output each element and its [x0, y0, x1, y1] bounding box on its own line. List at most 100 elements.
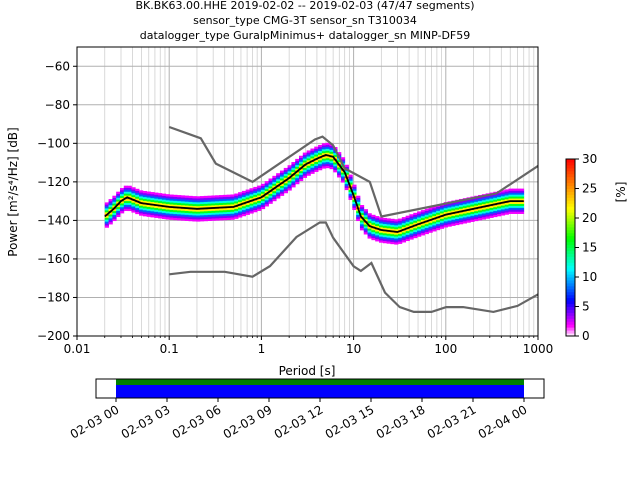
noise-model-low — [169, 221, 538, 314]
heatmap-cell — [359, 226, 365, 229]
heatmap-cell — [211, 199, 216, 202]
psd-heatmap — [104, 142, 525, 245]
heatmap-cell — [519, 202, 525, 205]
heatmap-cell — [260, 193, 266, 196]
heatmap-cell — [127, 195, 132, 198]
heatmap-cell — [104, 225, 109, 228]
heatmap-cell — [245, 206, 250, 210]
heatmap-cell — [196, 213, 201, 216]
heatmap-cell — [283, 187, 288, 190]
heatmap-cell — [108, 202, 113, 206]
heatmap-cell — [359, 205, 365, 208]
heatmap-cell — [295, 162, 300, 165]
heatmap-cell — [112, 209, 117, 212]
heatmap-cell — [519, 209, 525, 213]
heatmap-cell — [238, 215, 243, 218]
heatmap-cell — [348, 178, 353, 181]
heatmap-cell — [146, 205, 151, 208]
heatmap-cell — [337, 171, 342, 174]
heatmap-cell — [112, 199, 117, 202]
heatmap-cell — [352, 184, 357, 187]
heatmap-cell — [310, 163, 315, 167]
heatmap-cell — [432, 229, 437, 232]
heatmap-cell — [211, 197, 216, 200]
heatmap-cell — [508, 198, 513, 201]
heatmap-cell — [276, 194, 281, 197]
heatmap-cell — [516, 211, 521, 214]
heatmap-cell — [104, 210, 109, 213]
heatmap-cell — [420, 231, 426, 234]
heatmap-cell — [299, 174, 304, 178]
heatmap-cell — [512, 205, 517, 209]
heatmap-cell — [260, 203, 266, 206]
heatmap-cell — [295, 176, 300, 179]
heatmap-cell — [302, 175, 308, 178]
heatmap-cell — [497, 208, 502, 211]
heatmap-cell — [108, 201, 113, 204]
colorbar-segment — [566, 188, 575, 192]
heatmap-cell — [405, 231, 410, 234]
heatmap-cell — [165, 203, 170, 207]
heatmap-cell — [272, 183, 277, 186]
heatmap-cell — [405, 233, 410, 236]
heatmap-cell — [291, 179, 296, 182]
heatmap-cell — [504, 191, 509, 194]
heatmap-cell — [108, 214, 113, 217]
heatmap-cell — [161, 209, 167, 212]
heatmap-cell — [127, 204, 132, 208]
heatmap-cell — [382, 235, 388, 238]
heatmap-cell — [390, 238, 395, 241]
heatmap-cell — [405, 236, 410, 240]
heatmap-cell — [169, 211, 174, 215]
heatmap-cell — [516, 190, 521, 193]
heatmap-cell — [295, 172, 300, 175]
colorbar-segment — [566, 327, 575, 331]
heatmap-cell — [314, 146, 319, 149]
heatmap-cell — [356, 214, 361, 218]
heatmap-cell — [382, 241, 388, 244]
heatmap-cell — [184, 201, 189, 204]
heatmap-cell — [302, 154, 308, 157]
heatmap-cell — [466, 201, 471, 204]
heatmap-cell — [329, 161, 334, 164]
heatmap-cell — [219, 202, 224, 205]
heatmap-cell — [146, 191, 151, 194]
heatmap-cell — [161, 212, 167, 216]
heatmap-cell — [215, 195, 220, 198]
heatmap-cell — [474, 213, 479, 216]
heatmap-cell — [158, 206, 163, 209]
heatmap-cell — [119, 195, 125, 198]
colorbar-segment — [566, 232, 575, 237]
heatmap-cell — [310, 169, 315, 172]
heatmap-cell — [154, 207, 159, 211]
heatmap-cell — [493, 214, 498, 218]
heatmap-cell — [420, 212, 426, 215]
heatmap-cell — [466, 212, 471, 216]
heatmap-cell — [382, 233, 388, 236]
heatmap-cell — [318, 168, 323, 171]
heatmap-cell — [504, 195, 509, 198]
heatmap-cell — [116, 209, 121, 212]
heatmap-cell — [306, 171, 311, 174]
heatmap-cell — [196, 205, 201, 209]
colorbar-segment — [566, 235, 575, 240]
heatmap-cell — [222, 204, 228, 207]
mode-line — [104, 153, 524, 233]
heatmap-cell — [238, 192, 243, 195]
heatmap-cell — [409, 235, 414, 238]
heatmap-cell — [321, 164, 327, 167]
heatmap-cell — [417, 213, 422, 216]
heatmap-cell — [394, 223, 399, 226]
heatmap-cell — [420, 227, 426, 230]
heatmap-cell — [325, 146, 330, 149]
heatmap-cell — [405, 215, 410, 218]
heatmap-cell — [139, 190, 144, 193]
heatmap-cell — [154, 196, 159, 199]
heatmap-cell — [279, 176, 285, 179]
heatmap-cell — [219, 216, 224, 219]
figure-title: BK.BK63.00.HHE 2019-02-02 -- 2019-02-03 … — [135, 0, 474, 42]
heatmap-cell — [192, 201, 197, 205]
heatmap-cell — [314, 167, 319, 171]
heatmap-cell — [257, 206, 262, 210]
heatmap-cell — [436, 210, 441, 213]
